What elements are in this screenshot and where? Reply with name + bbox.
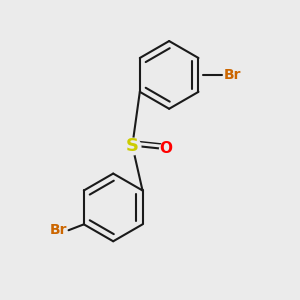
Text: S: S bbox=[126, 136, 139, 154]
Text: Br: Br bbox=[223, 68, 241, 82]
Text: O: O bbox=[159, 141, 172, 156]
Text: Br: Br bbox=[50, 223, 67, 237]
